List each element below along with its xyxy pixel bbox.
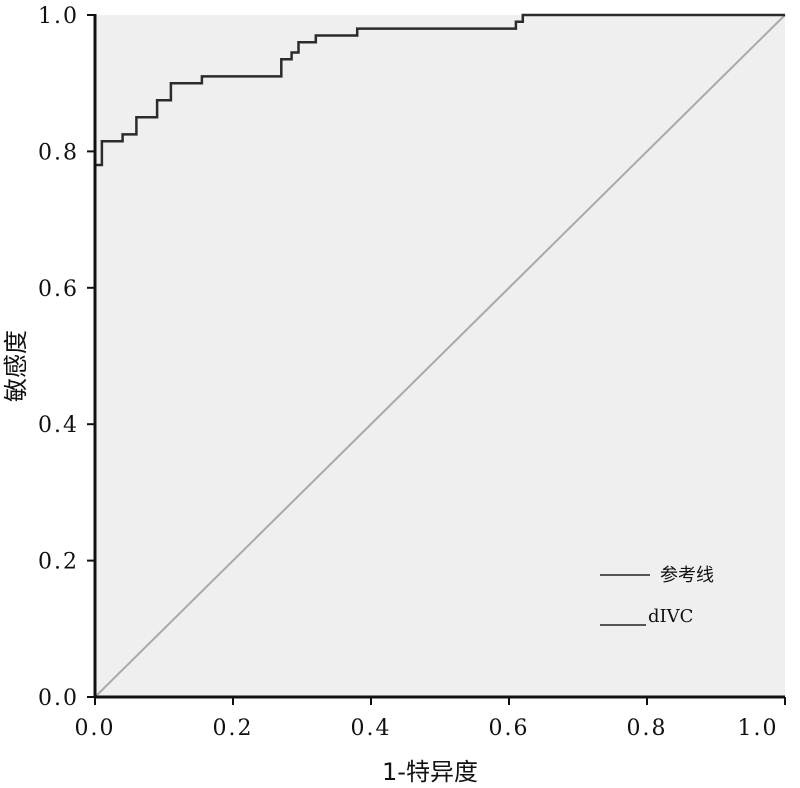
- reference-line: [94, 14, 786, 698]
- x-tick-label: 0.4: [351, 716, 392, 741]
- y-tick-label: 0.6: [38, 277, 79, 302]
- x-tick-label: 0.8: [627, 716, 668, 741]
- x-tick-label: 1.0: [738, 716, 779, 741]
- x-tick-label: 0.2: [213, 716, 254, 741]
- y-tick-label: 0.8: [38, 140, 79, 165]
- y-tick-label: 0.4: [38, 413, 79, 438]
- x-axis-title: 1-特异度: [382, 758, 478, 786]
- legend-label-divc: dIVC: [648, 606, 693, 627]
- y-axis-title: 敏感度: [2, 330, 30, 402]
- x-tick-label: 0.6: [489, 716, 530, 741]
- legend-label-reference: 参考线: [660, 565, 714, 586]
- y-tick-label: 1.0: [38, 4, 79, 29]
- x-tick-label: 0.0: [75, 716, 116, 741]
- roc-curve-divc: [95, 13, 785, 167]
- y-tick-label: 0.0: [38, 686, 79, 711]
- y-tick-label: 0.2: [38, 550, 79, 575]
